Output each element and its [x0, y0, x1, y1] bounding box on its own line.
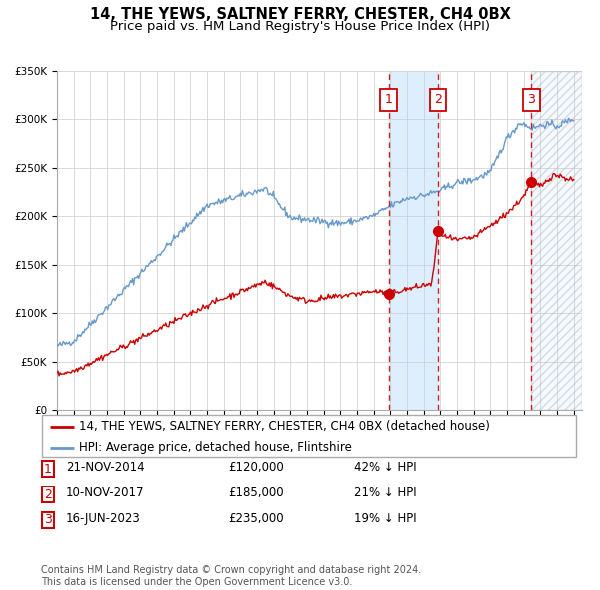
FancyBboxPatch shape	[42, 415, 576, 457]
Bar	[389, 71, 438, 410]
Bar	[531, 71, 582, 410]
Text: Contains HM Land Registry data © Crown copyright and database right 2024.
This d: Contains HM Land Registry data © Crown c…	[41, 565, 421, 587]
Text: 14, THE YEWS, SALTNEY FERRY, CHESTER, CH4 0BX (detached house): 14, THE YEWS, SALTNEY FERRY, CHESTER, CH…	[79, 420, 490, 433]
Text: 2: 2	[434, 93, 442, 106]
Text: 3: 3	[527, 93, 535, 106]
FancyBboxPatch shape	[41, 512, 55, 527]
Text: 16-JUN-2023: 16-JUN-2023	[66, 512, 141, 525]
Text: 19% ↓ HPI: 19% ↓ HPI	[354, 512, 416, 525]
Text: £235,000: £235,000	[228, 512, 284, 525]
Text: 14, THE YEWS, SALTNEY FERRY, CHESTER, CH4 0BX: 14, THE YEWS, SALTNEY FERRY, CHESTER, CH…	[89, 7, 511, 22]
Text: £120,000: £120,000	[228, 461, 284, 474]
Text: 42% ↓ HPI: 42% ↓ HPI	[354, 461, 416, 474]
FancyBboxPatch shape	[41, 461, 55, 477]
Text: HPI: Average price, detached house, Flintshire: HPI: Average price, detached house, Flin…	[79, 441, 352, 454]
Text: 2: 2	[44, 488, 52, 501]
Text: £185,000: £185,000	[228, 486, 284, 499]
Text: Price paid vs. HM Land Registry's House Price Index (HPI): Price paid vs. HM Land Registry's House …	[110, 20, 490, 33]
Text: 1: 1	[385, 93, 392, 106]
FancyBboxPatch shape	[41, 486, 55, 502]
Text: 3: 3	[44, 513, 52, 526]
Text: 21% ↓ HPI: 21% ↓ HPI	[354, 486, 416, 499]
Bar	[531, 71, 582, 410]
Text: 10-NOV-2017: 10-NOV-2017	[66, 486, 145, 499]
Bar	[531, 71, 582, 410]
Text: 21-NOV-2014: 21-NOV-2014	[66, 461, 145, 474]
Text: 1: 1	[44, 463, 52, 476]
